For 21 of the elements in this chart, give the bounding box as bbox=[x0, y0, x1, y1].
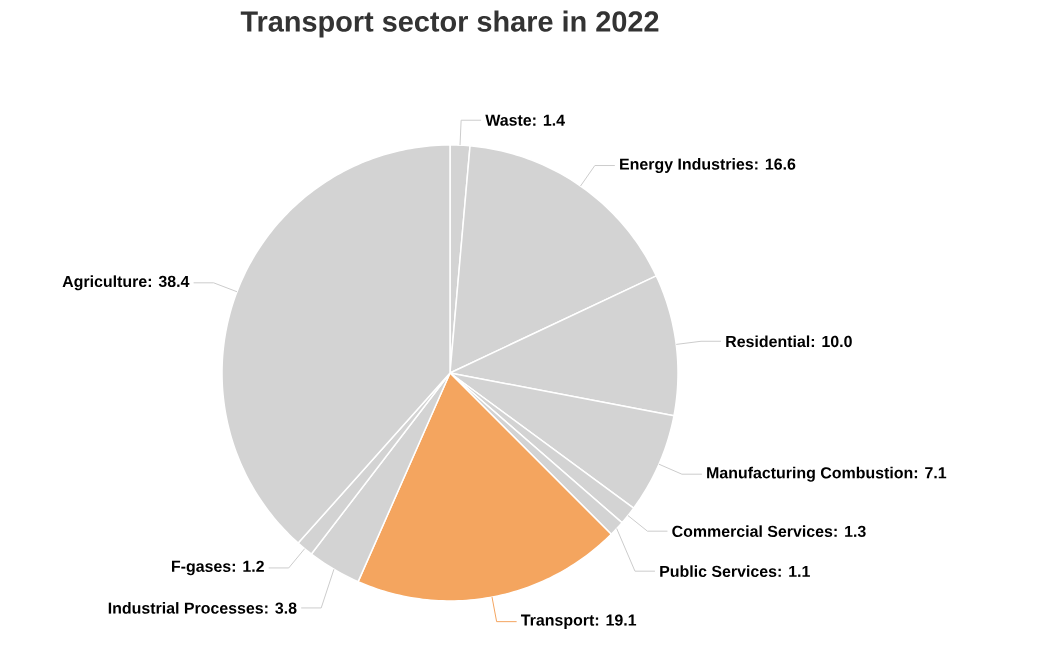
data-label: : 3.8 bbox=[265, 602, 297, 614]
data-label: : 19.1 bbox=[595, 614, 637, 626]
data-label: : 1.2 bbox=[232, 560, 264, 572]
chart-title: Transport sector share in 2022 bbox=[240, 10, 659, 38]
slice-label: Energy Industries bbox=[620, 158, 753, 173]
slice-label: Residential bbox=[726, 335, 810, 348]
data-label: : 16.6 bbox=[755, 158, 796, 170]
slice-label: Manufacturing Combustion bbox=[707, 466, 913, 482]
slice-label: F-gases bbox=[172, 560, 231, 576]
slice-label: Agriculture bbox=[62, 275, 147, 291]
slice-label: Transport bbox=[520, 614, 595, 629]
data-label: : 38.4 bbox=[148, 275, 190, 288]
data-label: : 10.0 bbox=[811, 335, 852, 348]
data-label: : 7.1 bbox=[914, 467, 947, 479]
slice-label: Industrial Processes bbox=[108, 602, 263, 614]
data-label: : 1.1 bbox=[778, 565, 810, 577]
slice-label: Public Services bbox=[660, 565, 777, 578]
slice-label: Waste bbox=[485, 114, 532, 126]
data-label: : 1.4 bbox=[533, 114, 565, 126]
slice-label: Commercial Services bbox=[672, 525, 833, 538]
data-label: : 1.3 bbox=[834, 525, 866, 538]
